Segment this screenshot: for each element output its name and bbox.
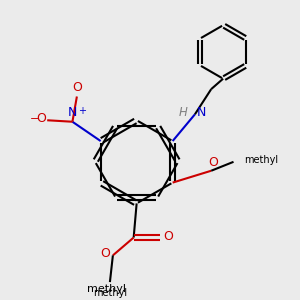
Text: methyl: methyl — [244, 155, 278, 165]
Text: +: + — [78, 106, 86, 116]
Text: methyl: methyl — [93, 288, 127, 298]
Text: −: − — [30, 114, 40, 124]
Text: N: N — [68, 106, 77, 119]
Text: O: O — [72, 81, 82, 94]
Text: H: H — [178, 106, 188, 119]
Text: O: O — [100, 248, 110, 260]
Text: O: O — [208, 156, 218, 169]
Text: N: N — [196, 106, 206, 119]
Text: O: O — [36, 112, 46, 125]
Text: methyl: methyl — [87, 284, 126, 294]
Text: O: O — [164, 230, 173, 243]
